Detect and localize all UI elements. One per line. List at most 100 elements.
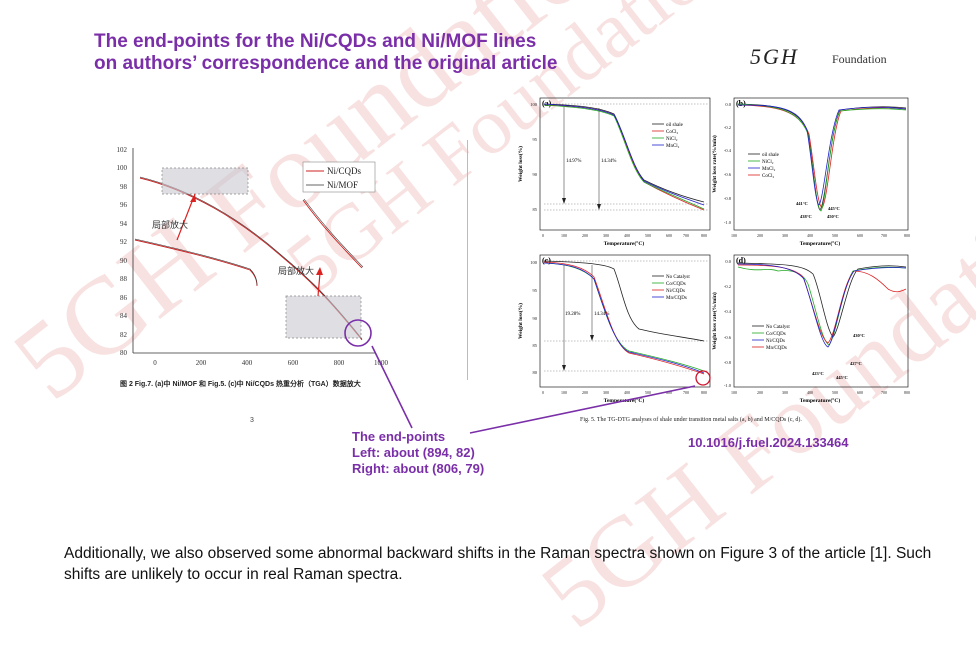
- x-axis-label: Temperature(°C): [800, 397, 841, 404]
- right-figure-caption: Fig. 5. The TG-DTG analyses of shale und…: [580, 417, 802, 423]
- legend-item: oil shale: [666, 123, 684, 128]
- left-tga-figure: 102 100 98 96 94 92 90 88 86 84 82 80 0 …: [117, 146, 389, 367]
- x-tick: 200: [196, 359, 207, 367]
- x-tick: 300: [603, 390, 609, 395]
- panel-b: (b) 0.0 -0.2 -0.4 -0.6 -0.8 -1.0 100 200…: [711, 97, 910, 247]
- callout-line3: Right: about (806, 79): [352, 461, 485, 476]
- x-tick: 600: [857, 390, 863, 395]
- legend-ni-cqds: Ni/CQDs: [327, 166, 362, 176]
- x-axis-label: Temperature(°C): [604, 397, 645, 404]
- x-tick: 500: [832, 233, 838, 238]
- left-x-ticks: 0 200 400 600 800 1000: [153, 359, 388, 367]
- y-tick: -0.2: [724, 125, 731, 130]
- y-tick: 88: [120, 275, 128, 283]
- legend-item: Mn/CQDs: [666, 296, 687, 301]
- peak-annotation: 441°C: [796, 201, 808, 206]
- body-paragraph: Additionally, we also observed some abno…: [64, 545, 932, 583]
- y-tick: 98: [120, 183, 128, 191]
- endpoints-callout: The end-points Left: about (894, 82) Rig…: [352, 429, 484, 477]
- legend-item: NiCl₂: [666, 137, 678, 142]
- x-tick: 100: [731, 233, 737, 238]
- slide-title-line2: on authors’ correspondence and the origi…: [94, 53, 558, 74]
- panel-tag: (c): [542, 256, 551, 265]
- panel-a-legend: oil shale CoCl₂ NiCl₂ MnCl₂: [652, 123, 684, 149]
- y-tick: 82: [120, 331, 128, 339]
- x-tick: 100: [561, 233, 567, 238]
- x-tick: 200: [757, 233, 763, 238]
- pct-label: 14.97%: [566, 159, 581, 164]
- legend-item: CoCl₂: [762, 174, 775, 179]
- legend-item: MnCl₂: [762, 167, 776, 172]
- foundation-logo-word: Foundation: [832, 52, 887, 66]
- x-axis-label: Temperature(°C): [604, 240, 645, 247]
- y-tick: 85: [533, 207, 538, 212]
- y-tick: 84: [120, 312, 128, 320]
- panel-tag: (b): [736, 99, 746, 108]
- panel-tag: (a): [542, 99, 552, 108]
- x-tick: 300: [603, 233, 609, 238]
- y-tick: 102: [117, 146, 128, 154]
- y-tick: 96: [120, 201, 128, 209]
- x-tick: 700: [881, 233, 887, 238]
- x-tick: 300: [782, 390, 788, 395]
- y-tick: 85: [533, 343, 538, 348]
- x-tick: 800: [701, 390, 707, 395]
- x-tick: 0: [153, 359, 157, 367]
- legend-item: MnCl₂: [666, 144, 680, 149]
- y-tick: 100: [530, 102, 538, 107]
- x-tick: 200: [582, 390, 588, 395]
- panel-tag: (d): [736, 256, 746, 265]
- y-tick: 90: [120, 257, 128, 265]
- x-tick: 500: [645, 233, 651, 238]
- x-tick: 800: [904, 390, 910, 395]
- y-axis-label: Weight loss(%): [517, 146, 524, 182]
- page-number: 3: [250, 417, 254, 424]
- slide-title-line1: The end-points for the Ni/CQDs and Ni/MO…: [94, 31, 537, 52]
- peak-annotation: 445°C: [828, 206, 840, 211]
- callout-line1: The end-points: [352, 429, 446, 444]
- panel-d-legend: No Catalyst Co/CQDs Ni/CQDs Mn/CQDs: [752, 325, 790, 351]
- x-tick: 600: [288, 359, 299, 367]
- legend-item: Ni/CQDs: [666, 289, 685, 294]
- y-tick: 86: [120, 294, 128, 302]
- peak-annotation: 427°C: [850, 361, 862, 366]
- zoom-label: 局部放大: [278, 265, 314, 276]
- x-tick: 600: [666, 390, 672, 395]
- legend-item: No Catalyst: [666, 275, 690, 280]
- x-tick: 500: [832, 390, 838, 395]
- zoom-inset-right-curve: [302, 199, 363, 269]
- x-tick: 800: [701, 233, 707, 238]
- x-tick: 300: [782, 233, 788, 238]
- legend-item: Co/CQDs: [766, 332, 786, 337]
- y-tick: -0.6: [724, 172, 732, 177]
- panel-c-legend: No Catalyst Co/CQDs Ni/CQDs Mn/CQDs: [652, 275, 690, 301]
- figure-divider: [467, 140, 468, 380]
- y-tick: 0.0: [725, 259, 731, 264]
- zoom-inset-left-curve-b: [134, 238, 258, 286]
- legend-item: oil shale: [762, 153, 780, 158]
- y-tick: -0.8: [724, 360, 732, 365]
- panel-b-legend: oil shale NiCl₂ MnCl₂ CoCl₂: [748, 153, 780, 179]
- x-tick: 400: [807, 233, 813, 238]
- zoom-label: 局部放大: [152, 219, 188, 230]
- y-tick: -0.2: [724, 284, 731, 289]
- legend-item: No Catalyst: [766, 325, 790, 330]
- pct-label: 14.34%: [601, 159, 616, 164]
- x-tick: 100: [561, 390, 567, 395]
- zoom-inset-right-curve-b: [303, 198, 364, 268]
- x-tick: 0: [542, 233, 544, 238]
- y-tick: 100: [117, 164, 128, 172]
- x-tick: 0: [542, 390, 544, 395]
- x-tick: 600: [857, 233, 863, 238]
- y-tick: 92: [120, 238, 128, 246]
- peak-annotation: 438°C: [800, 214, 812, 219]
- y-tick: -1.0: [724, 383, 732, 388]
- legend-item: Co/CQDs: [666, 282, 686, 287]
- x-tick: 200: [757, 390, 763, 395]
- y-axis-label: Weight loss rate(%/min): [711, 292, 718, 350]
- left-y-ticks: 102 100 98 96 94 92 90 88 86 84 82 80: [117, 146, 128, 357]
- left-figure-caption: 图 2 Fig.7. (a)中 Ni/MOF 和 Fig.5. (c)中 Ni/…: [120, 381, 361, 388]
- y-tick: 95: [533, 288, 538, 293]
- y-axis-label: Weight loss(%): [517, 303, 524, 339]
- x-axis-label: Temperature(°C): [800, 240, 841, 247]
